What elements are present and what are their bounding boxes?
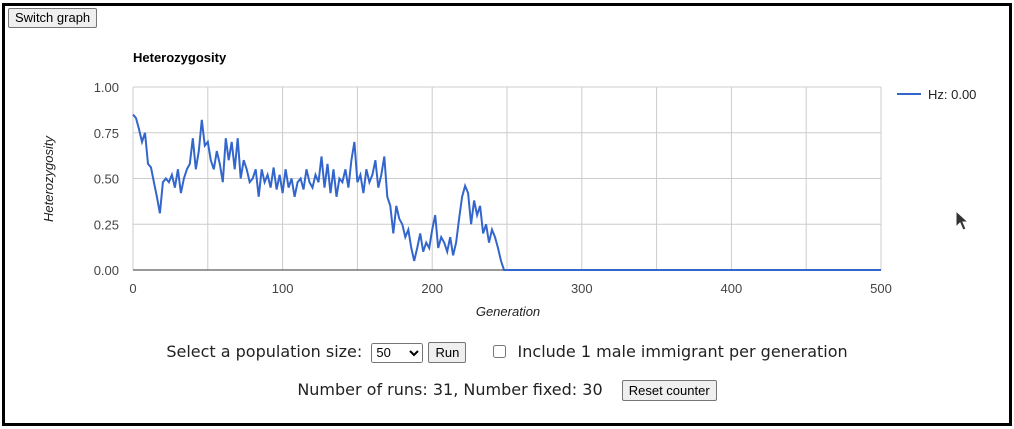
x-tick-label: 200 (421, 281, 443, 296)
heterozygosity-chart: 0.00 0.25 0.50 0.75 1.00 0 100 200 300 400 500 Het… (41, 50, 976, 319)
x-tick-label: 300 (571, 281, 593, 296)
y-tick-label: 0.50 (94, 172, 119, 187)
run-button[interactable]: Run (428, 342, 467, 363)
y-tick-label: 0.75 (94, 126, 119, 141)
x-tick-label: 400 (721, 281, 743, 296)
legend-entry: Hz: 0.00 (928, 87, 976, 102)
series-line (132, 113, 881, 271)
immigrant-label: Include 1 male immigrant per generation (517, 342, 848, 361)
x-tick-label: 100 (272, 281, 294, 296)
immigrant-checkbox[interactable] (493, 345, 507, 358)
y-tick-label: 0.25 (94, 217, 119, 232)
population-controls: Select a population size: 50 Run Include… (0, 342, 1014, 363)
y-tick-label: 0.00 (94, 263, 119, 278)
chart-title: Heterozygosity (133, 50, 227, 65)
switch-graph-button[interactable]: Switch graph (8, 8, 98, 28)
runs-count-text: Number of runs: 31, Number fixed: 30 (297, 380, 603, 399)
y-axis-label: Heterozygosity (41, 135, 56, 222)
population-size-label: Select a population size: (166, 342, 363, 361)
mouse-cursor-icon (955, 210, 970, 231)
chart-grid (132, 86, 882, 271)
tick-labels: 0.00 0.25 0.50 0.75 1.00 0 100 200 300 400 500 (94, 80, 892, 296)
y-tick-label: 1.00 (94, 80, 119, 95)
population-size-select[interactable]: 50 (371, 342, 424, 363)
run-counter-row: Number of runs: 31, Number fixed: 30 Res… (0, 380, 1014, 401)
reset-counter-button[interactable]: Reset counter (621, 380, 717, 401)
x-axis-label: Generation (476, 304, 540, 319)
x-tick-label: 500 (870, 281, 892, 296)
x-tick-label: 0 (129, 281, 136, 296)
